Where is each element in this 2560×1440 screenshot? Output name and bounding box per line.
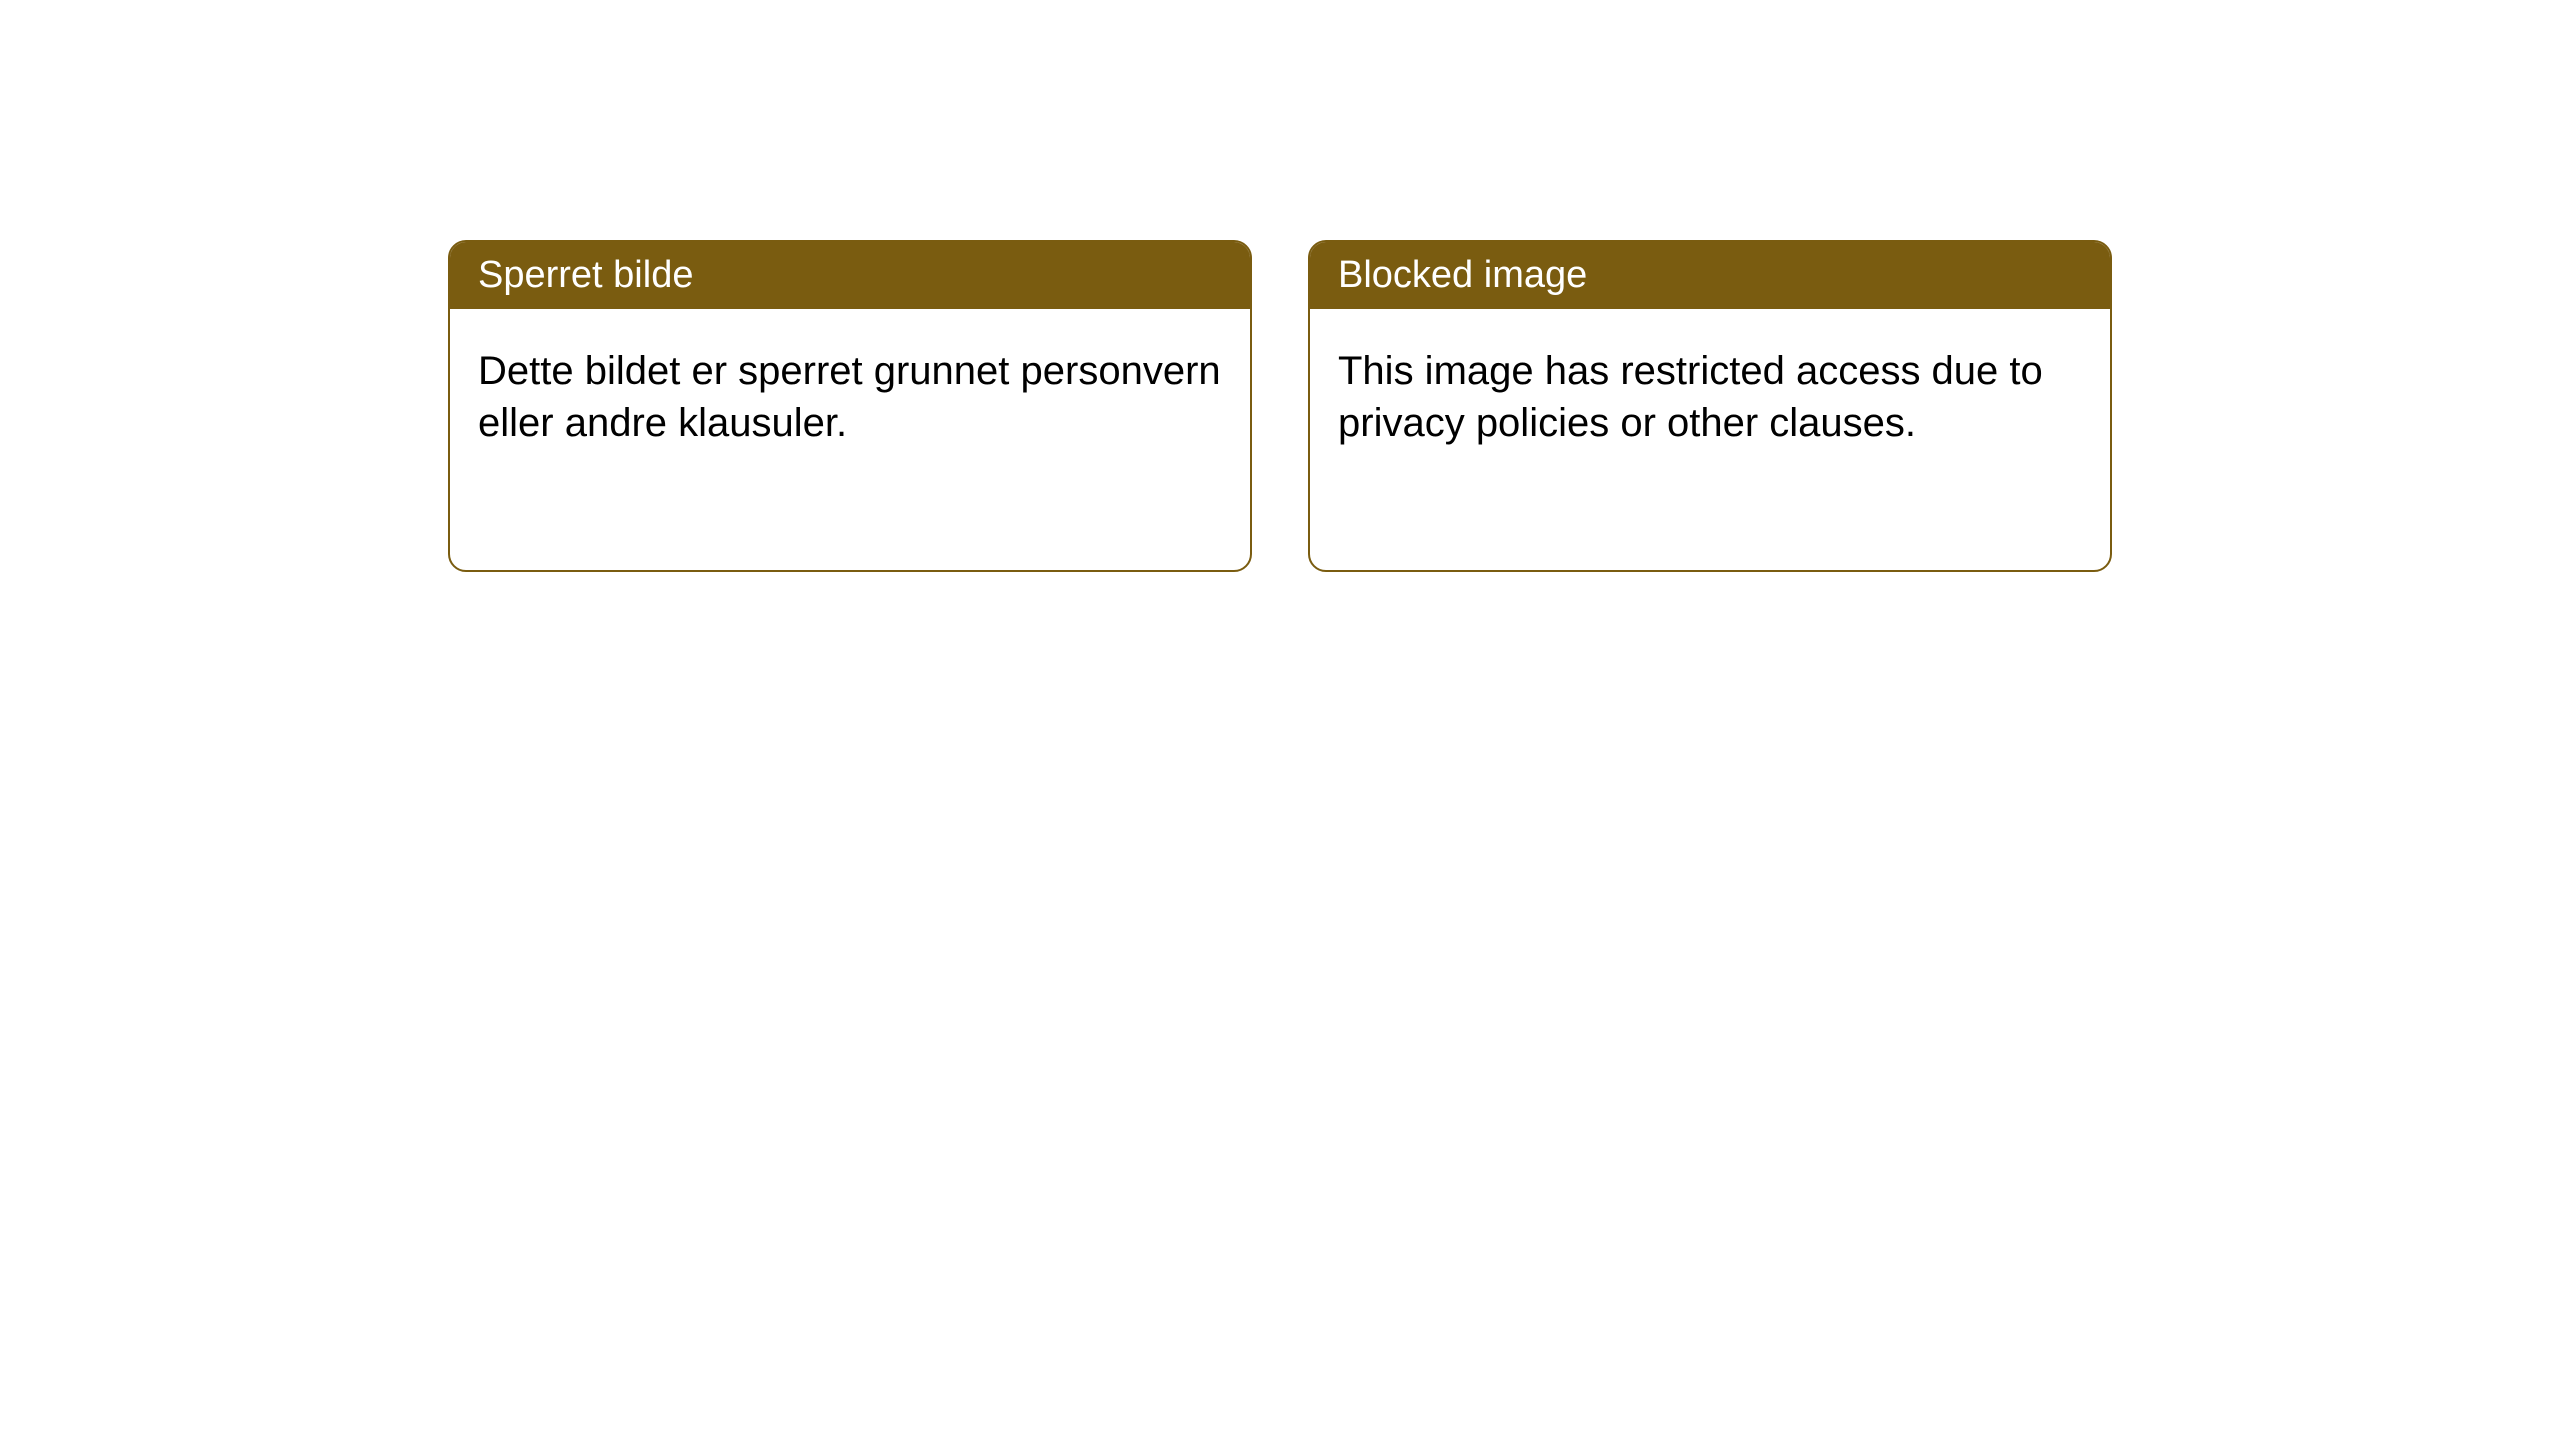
notice-body: This image has restricted access due to … <box>1310 309 2110 485</box>
notice-body: Dette bildet er sperret grunnet personve… <box>450 309 1250 485</box>
notice-container: Sperret bilde Dette bildet er sperret gr… <box>0 0 2560 572</box>
notice-header: Blocked image <box>1310 242 2110 309</box>
notice-card-norwegian: Sperret bilde Dette bildet er sperret gr… <box>448 240 1252 572</box>
notice-header: Sperret bilde <box>450 242 1250 309</box>
notice-card-english: Blocked image This image has restricted … <box>1308 240 2112 572</box>
